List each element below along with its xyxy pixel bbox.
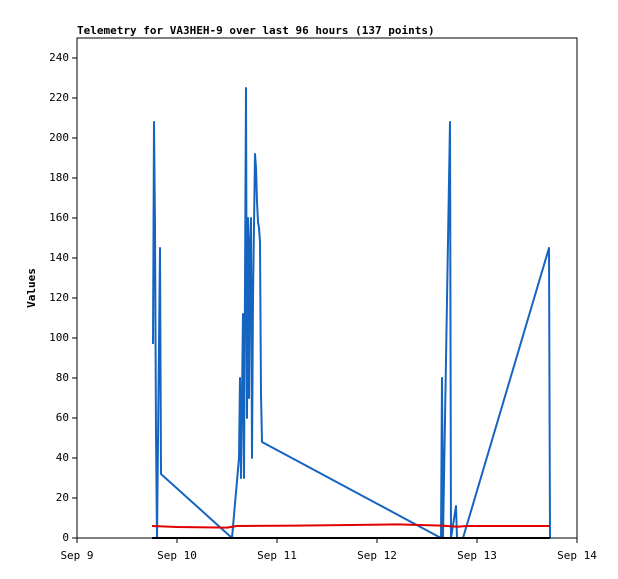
x-tick-label: Sep 11 [257,549,297,562]
data-line [151,523,550,529]
x-tick-label: Sep 12 [357,549,397,562]
x-tick-label: Sep 14 [557,549,597,562]
x-tick-label: Sep 13 [457,549,497,562]
y-tick-label: 60 [56,411,69,424]
y-tick-label: 120 [49,291,69,304]
y-tick-label: 80 [56,371,69,384]
plot-frame [76,37,578,539]
x-tick-label: Sep 10 [157,549,197,562]
y-axis-label: Values [25,268,38,308]
y-tick-label: 180 [49,171,69,184]
y-tick-label: 160 [49,211,69,224]
y-tick-label: 0 [62,531,69,544]
y-tick-label: 220 [49,91,69,104]
y-tick-label: 200 [49,131,69,144]
y-tick-label: 240 [49,51,69,64]
chart-title: Telemetry for VA3HEH-9 over last 96 hour… [77,24,435,37]
data-line [152,87,551,539]
y-tick-label: 20 [56,491,69,504]
x-tick-label: Sep 9 [60,549,93,562]
y-tick-label: 40 [56,451,69,464]
y-tick-label: 100 [49,331,69,344]
y-tick-label: 140 [49,251,69,264]
